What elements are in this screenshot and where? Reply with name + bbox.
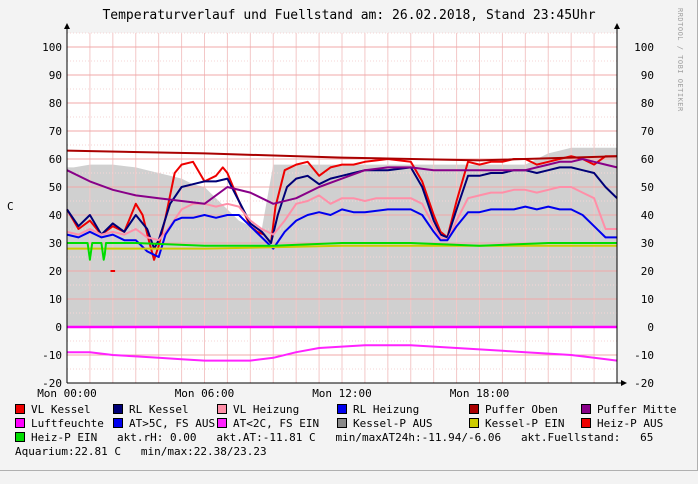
x-tick-label: Mon 06:00 [175,387,235,400]
info-row-aquarium: Aquarium:22.81 C min/max:22.38/23.23 [0,445,698,459]
legend-item: AT>5C, FS AUS [113,417,215,430]
chart-title: Temperaturverlauf und Fuellstand am: 26.… [102,8,596,23]
y-tick-label-left: 10 [49,293,62,306]
legend-label: RL Heizung [353,403,420,416]
legend-label: Luftfeuchte [31,417,104,430]
legend-label: RL Kessel [129,403,189,416]
y-tick-label-right: 100 [634,41,654,54]
y-tick-label-left: -10 [42,349,62,362]
aquarium-info: Aquarium:22.81 C min/max:22.38/23.23 [15,445,267,458]
legend-swatch [15,404,25,414]
x-tick-label: Mon 00:00 [37,387,97,400]
rrdtool-watermark: RRDTOOL / TOBI OETIKER [676,8,684,112]
legend-swatch [15,432,25,442]
legend-label: Kessel-P EIN [485,417,565,430]
y-tick-label-left: 40 [49,209,62,222]
y-tick-label-right: -20 [634,377,654,390]
series-vl-heizung [66,186,617,242]
y-tick-label-right: 70 [641,125,654,138]
legend-label: Puffer Mitte [597,403,677,416]
legend-swatch [581,404,591,414]
legend-item: RL Kessel [113,403,189,416]
legend-swatch [113,404,123,414]
legend-swatch [337,418,347,428]
legend-swatch [217,418,227,428]
series-puffer-oben [66,149,618,162]
legend-swatch [469,418,479,428]
legend-item: VL Kessel [15,403,91,416]
y-tick-label-left: -20 [42,377,62,390]
legend-row-2: Luftfeuchte AT>5C, FS AUS AT<2C, FS EIN Kes… [0,417,698,431]
y-tick-label-left: 80 [49,97,62,110]
status-info: akt.rH: 0.00 akt.AT:-11.81 C min/maxAT24… [117,431,654,444]
y-tick-label-right: -10 [634,349,654,362]
legend-label: Heiz-P EIN [31,431,98,444]
x-axis-arrow [621,380,627,386]
series-rl-heizung [66,205,617,258]
legend-label: AT>5C, FS AUS [129,417,216,430]
x-tick-label: Mon 12:00 [312,387,372,400]
y-tick-label-left: 20 [49,265,62,278]
y-tick-label-left: 30 [49,237,62,250]
y-tick-label-right: 90 [641,69,654,82]
legend-swatch [337,404,347,414]
y-tick-label-right: 20 [641,265,654,278]
legend-item: AT<2C, FS EIN [217,417,319,430]
series-puffer-mitte [66,158,618,205]
y-tick-label-right: 10 [641,293,654,306]
series-kessel-p-ein [67,244,617,250]
legend-row-3: Heiz-P EIN akt.rH: 0.00 akt.AT:-11.81 C m… [0,431,698,445]
legend-item: Kessel-P EIN [469,417,564,430]
y-axis-arrow-left [64,23,70,29]
series-at-2c-fs-ein [67,344,618,362]
y-axis-arrow-right [614,23,620,29]
legend-item: Heiz-P AUS [581,417,663,430]
y-tick-label-right: 30 [641,237,654,250]
legend-label: Kessel-P AUS [353,417,433,430]
rrd-graph: { "chart_data": { "type": "line", "title… [0,0,698,471]
y-tick-label-right: 80 [641,97,654,110]
series-heiz-p-ein [67,242,617,261]
y-tick-label-right: 0 [647,321,654,334]
y-tick-label-left: 60 [49,153,62,166]
y-tick-label-right: 60 [641,153,654,166]
x-tick-label: Mon 18:00 [450,387,510,400]
y-axis-label: C [7,200,14,213]
legend-swatch [469,404,479,414]
legend-label: VL Kessel [31,403,91,416]
legend-label: VL Heizung [233,403,300,416]
y-tick-label-right: 50 [641,181,654,194]
plot-area: -20 -20 -10 -10 0 0 10 10 20 20 30 30 40 40 50 50 60 60 70… [37,23,654,400]
y-tick-label-left: 90 [49,69,62,82]
legend-swatch [217,404,227,414]
legend-label: Heiz-P AUS [597,417,664,430]
legend-label: AT<2C, FS EIN [233,417,320,430]
y-tick-label-left: 100 [42,41,62,54]
y-tick-label-left: 50 [49,181,62,194]
legend-item: RL Heizung [337,403,419,416]
legend-item: Puffer Oben [469,403,558,416]
y-tick-label-left: 0 [55,321,62,334]
y-tick-label-right: 40 [641,209,654,222]
legend-item: Puffer Mitte [581,403,676,416]
legend-row-1: VL Kessel RL Kessel VL Heizung RL Heizung Pu… [0,403,698,417]
legend-item: VL Heizung [217,403,299,416]
legend-item: Heiz-P EIN [15,431,97,444]
legend-item: Luftfeuchte [15,417,104,430]
legend-swatch [581,418,591,428]
legend-swatch [113,418,123,428]
legend-item: Kessel-P AUS [337,417,432,430]
legend-label: Puffer Oben [485,403,558,416]
y-tick-label-left: 70 [49,125,62,138]
legend-swatch [15,418,25,428]
